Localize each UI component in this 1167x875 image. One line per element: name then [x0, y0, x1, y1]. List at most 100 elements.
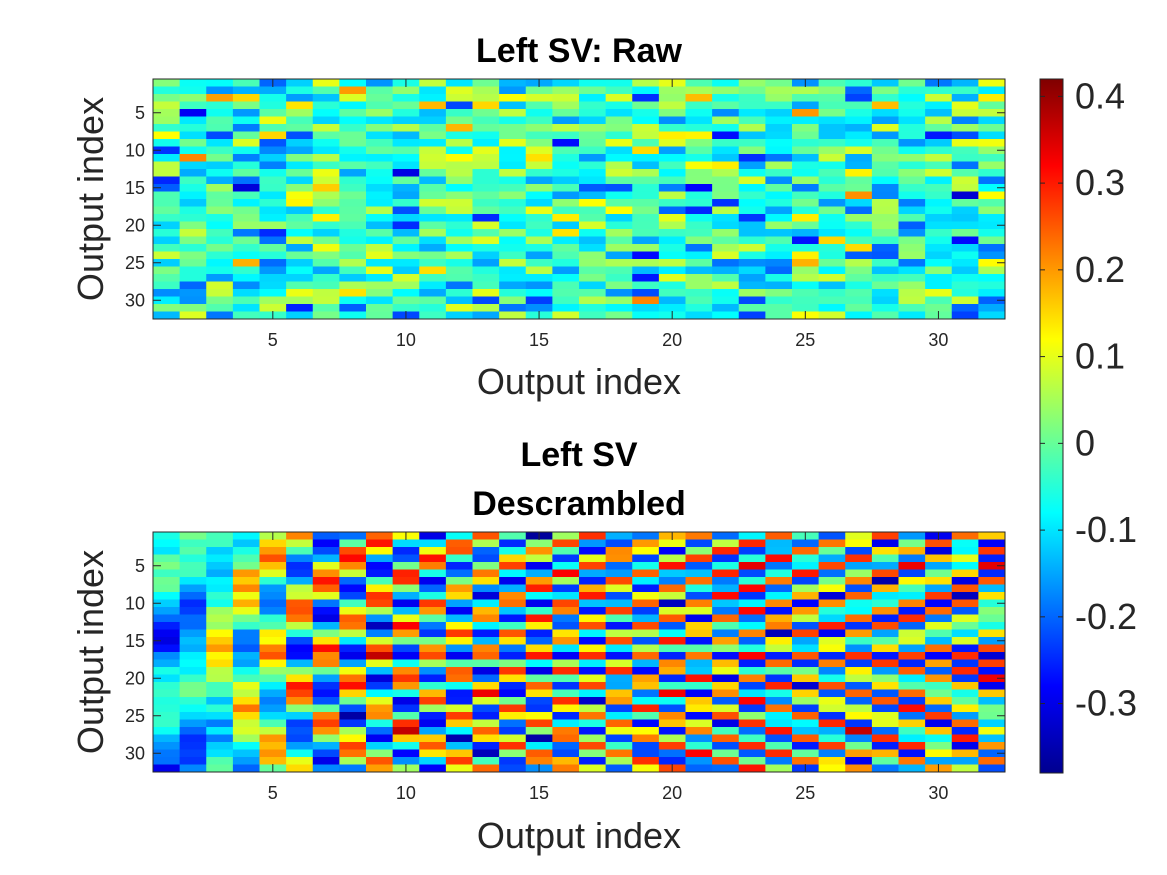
heatmap-cell [738, 689, 766, 698]
colorbar-tick-label: 0.3 [1075, 162, 1125, 203]
heatmap-cell [685, 199, 713, 207]
heatmap-cell [871, 749, 899, 758]
heatmap-cell [845, 629, 873, 638]
heatmap-cell [925, 304, 953, 312]
heatmap-cell [712, 712, 740, 720]
heatmap-cell [499, 109, 527, 117]
heatmap-cell [898, 599, 926, 608]
heatmap-cell [845, 577, 873, 585]
heatmap-cell [179, 94, 207, 102]
heatmap-cell [552, 296, 580, 305]
heatmap-cell [712, 206, 740, 215]
heatmap-cell [366, 652, 394, 660]
heatmap-cell [206, 682, 234, 690]
heatmap-cell [392, 719, 420, 728]
heatmap-cell [206, 281, 234, 290]
heatmap-cell [153, 742, 181, 750]
heatmap-cell [525, 689, 553, 698]
heatmap-cell [898, 554, 926, 563]
heatmap-cell [259, 169, 287, 177]
heatmap-cell [445, 146, 473, 155]
heatmap-cell [712, 86, 740, 95]
heatmap-cell [232, 289, 260, 297]
heatmap-cell [605, 569, 633, 578]
heatmap-cell [579, 146, 607, 155]
heatmap-cell [632, 599, 660, 608]
heatmap-cell [605, 154, 633, 162]
heatmap-cell [765, 169, 793, 177]
heatmap-cell [978, 719, 1006, 728]
heatmap-cell [499, 311, 527, 320]
heatmap-cell [232, 244, 260, 252]
heatmap-cell [206, 562, 234, 570]
heatmap-cell [978, 622, 1006, 630]
heatmap-cell [179, 191, 207, 200]
heatmap-cell [392, 131, 420, 140]
heatmap-cell [366, 161, 394, 170]
heatmap-cell [286, 191, 314, 200]
heatmap-cell [232, 584, 260, 593]
heatmap-cell [472, 712, 500, 720]
heatmap-cell [951, 584, 979, 593]
heatmap-cell [579, 674, 607, 683]
heatmap-cell [206, 547, 234, 555]
heatmap-cell [898, 124, 926, 132]
heatmap-cell [951, 289, 979, 297]
heatmap-cell [419, 547, 447, 555]
heatmap-cell [738, 532, 766, 540]
heatmap-cell [978, 637, 1006, 645]
heatmap-cell [579, 727, 607, 735]
heatmap-cell [845, 592, 873, 600]
heatmap-cell [792, 124, 820, 132]
heatmap-cell [206, 712, 234, 720]
heatmap-cell [472, 214, 500, 222]
heatmap-cell [845, 704, 873, 713]
heatmap-cell [951, 592, 979, 600]
x-tick-label: 25 [795, 330, 815, 350]
heatmap-cell [552, 154, 580, 162]
heatmap-cell [738, 146, 766, 155]
heatmap-cell [286, 86, 314, 95]
heatmap-cell [978, 682, 1006, 690]
heatmap-cell [765, 124, 793, 132]
heatmap-cell [259, 214, 287, 222]
heatmap-cell [792, 146, 820, 155]
heatmap-cell [632, 101, 660, 110]
heatmap-cell [312, 652, 340, 660]
heatmap-cell [951, 154, 979, 162]
heatmap-cell [925, 169, 953, 177]
heatmap-cell [978, 652, 1006, 660]
heatmap-cell [445, 607, 473, 615]
colorbar-tick-label: 0 [1075, 422, 1095, 463]
heatmap-cell [605, 191, 633, 200]
heatmap-cell [366, 644, 394, 653]
heatmap-cell [925, 296, 953, 305]
heatmap-cell [818, 562, 846, 570]
heatmap-cell [765, 229, 793, 237]
heatmap-cell [366, 607, 394, 615]
heatmap-cell [898, 154, 926, 162]
heatmap-cell [765, 251, 793, 260]
heatmap-cell [499, 161, 527, 170]
heatmap-cell [552, 289, 580, 297]
heatmap-cell [525, 599, 553, 608]
heatmap-cell [658, 592, 686, 600]
heatmap-cell [232, 184, 260, 192]
heatmap-cell [898, 689, 926, 698]
heatmap-cell [499, 757, 527, 765]
heatmap-cell [339, 146, 367, 155]
heatmap-cell [206, 139, 234, 147]
heatmap-cell [525, 109, 553, 117]
heatmap-cell [392, 644, 420, 653]
heatmap-cell [366, 727, 394, 735]
heatmap-cell [712, 124, 740, 132]
heatmap-cell [738, 547, 766, 555]
y-tick-label: 10 [125, 140, 145, 160]
heatmap-cell [818, 109, 846, 117]
heatmap-cell [552, 199, 580, 207]
heatmap-cell [765, 734, 793, 743]
heatmap-cell [632, 236, 660, 245]
heatmap-cell [871, 109, 899, 117]
heatmap-cell [286, 176, 314, 185]
heatmap-cell [206, 86, 234, 95]
